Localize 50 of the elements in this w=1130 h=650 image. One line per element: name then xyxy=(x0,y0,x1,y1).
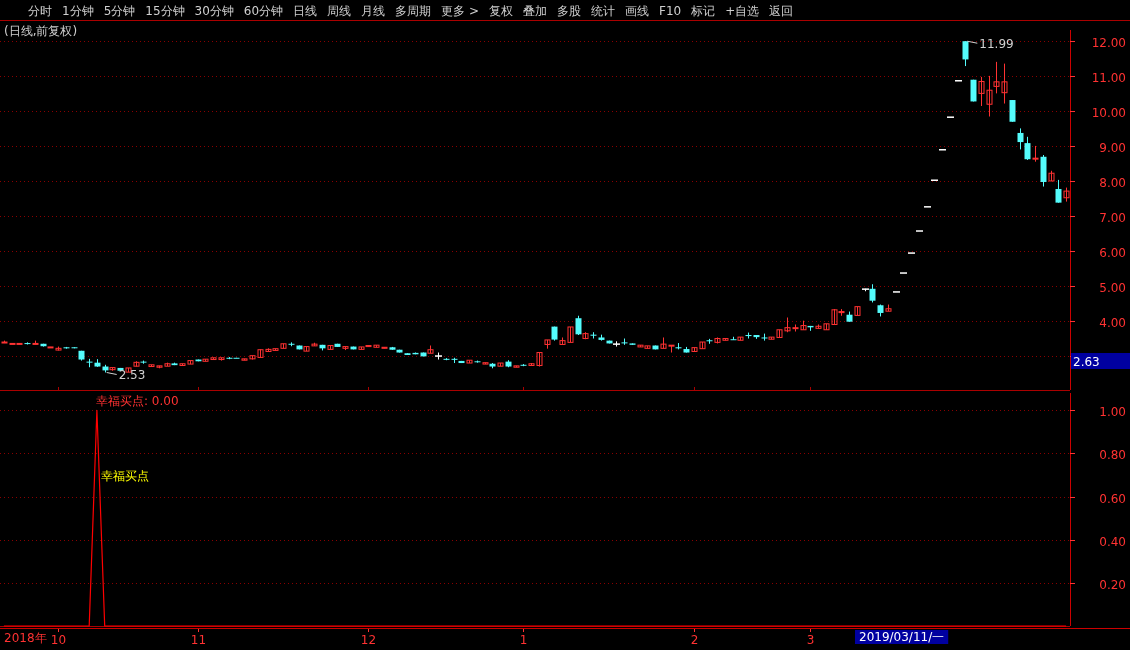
toolbar-item: 5分钟 xyxy=(103,4,136,18)
toolbar-item: 多周期 xyxy=(395,4,432,18)
y-tick-label: 10.00 xyxy=(1091,105,1126,120)
y-tick-label: 0.20 xyxy=(1099,577,1126,592)
x-tick-label: 3 xyxy=(806,633,815,647)
y-tick-label: 12.00 xyxy=(1091,35,1126,50)
toolbar-item: 分时 xyxy=(28,4,52,18)
y-tick-label: 0.60 xyxy=(1099,491,1126,506)
y-tick-label: 5.00 xyxy=(1099,280,1126,295)
toolbar-item: 叠加 xyxy=(523,4,547,18)
toolbar-item: 返回 xyxy=(769,4,794,18)
toolbar-item: 统计 xyxy=(591,4,615,18)
date-readout: 2019/03/11/一 xyxy=(855,630,949,644)
annotation: 2.53 xyxy=(118,368,146,383)
toolbar-item: 月线 xyxy=(361,4,386,18)
signal-label: 幸福买点 xyxy=(100,469,149,483)
y-tick-label: 6.00 xyxy=(1099,245,1126,260)
extreme-label: 11.99 xyxy=(966,37,1014,52)
toolbar-item: 画线 xyxy=(625,4,649,18)
y-tick-label: 0.80 xyxy=(1099,447,1126,462)
toolbar-item: 15分钟 xyxy=(145,4,185,18)
x-tick-label: 11 xyxy=(190,633,207,647)
x-tick-label: 1 xyxy=(519,633,528,647)
toolbar-item: 多股 xyxy=(557,4,581,18)
toolbar-item: 周线 xyxy=(327,4,352,18)
toolbar-item: 复权 xyxy=(489,4,513,18)
toolbar-item: 1分钟 xyxy=(62,4,94,18)
toolbar-item: 日线 xyxy=(293,4,318,18)
annotation: 11.99 xyxy=(979,37,1014,52)
toolbar-item: 30分钟 xyxy=(194,4,234,18)
extreme-label: 2.53 xyxy=(106,368,146,383)
x-tick-label: 12 xyxy=(360,633,377,647)
price-readout: 2.63 xyxy=(1071,353,1130,369)
y-tick-label: 7.00 xyxy=(1099,210,1126,225)
title: 幸福买点: 0.00 xyxy=(96,394,179,408)
y-tick-label: 8.00 xyxy=(1099,175,1126,190)
x-tick-label: 10 xyxy=(50,633,67,647)
year-label: 2018年 xyxy=(4,631,47,645)
y-tick-label: 0.40 xyxy=(1099,534,1126,549)
toolbar-item: +自选 xyxy=(725,4,760,18)
y-tick-label: 1.00 xyxy=(1099,404,1126,419)
toolbar-item: 标记 xyxy=(691,4,716,18)
y-tick-label: 4.00 xyxy=(1099,315,1126,330)
toolbar-item: F10 xyxy=(659,4,682,18)
toolbar-item: 更多 > xyxy=(441,4,479,18)
toolbar-item: 60分钟 xyxy=(243,4,284,18)
y-tick-label: 9.00 xyxy=(1099,140,1126,155)
title: (日线,前复权) xyxy=(4,24,78,38)
x-tick-label: 2 xyxy=(690,633,699,647)
y-tick-label: 11.00 xyxy=(1091,70,1126,85)
